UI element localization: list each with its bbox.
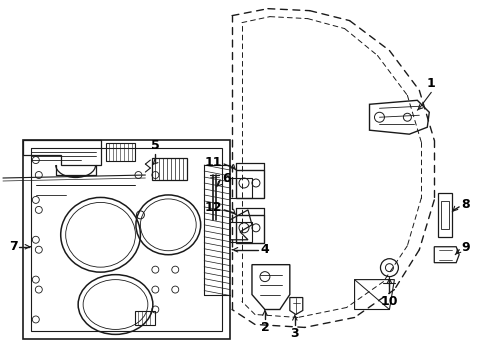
Text: 5: 5 (151, 139, 160, 152)
Text: 3: 3 (290, 328, 299, 341)
Text: 8: 8 (460, 198, 469, 211)
Text: 2: 2 (260, 321, 269, 334)
Text: 11: 11 (204, 156, 222, 168)
Text: 12: 12 (204, 201, 222, 215)
Text: 6: 6 (222, 171, 230, 185)
Text: 4: 4 (260, 243, 268, 256)
Text: 1: 1 (426, 77, 435, 90)
Text: 9: 9 (460, 241, 469, 254)
Text: 10: 10 (380, 294, 397, 307)
Text: 7: 7 (9, 240, 18, 253)
